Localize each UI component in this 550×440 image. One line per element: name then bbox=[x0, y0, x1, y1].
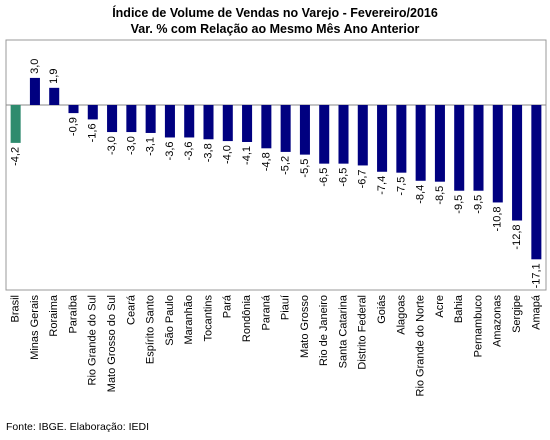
bar bbox=[49, 87, 60, 105]
value-label: -8,4 bbox=[415, 185, 427, 204]
x-tick-label: Acre bbox=[434, 295, 446, 318]
x-tick-label: Brasil bbox=[10, 295, 22, 323]
bar bbox=[126, 104, 137, 133]
value-label: -3,6 bbox=[164, 141, 176, 160]
x-tick-label: Mato Grosso do Sul bbox=[106, 295, 118, 392]
x-tick-label: Pará bbox=[222, 294, 234, 318]
bar bbox=[164, 104, 175, 138]
bar bbox=[107, 104, 118, 133]
bar bbox=[242, 104, 253, 142]
x-tick-label: Paraíba bbox=[67, 294, 79, 333]
bar bbox=[434, 104, 445, 182]
value-label: -5,5 bbox=[299, 159, 311, 178]
value-label: -4,8 bbox=[260, 152, 272, 171]
x-tick-label: São Paulo bbox=[164, 295, 176, 346]
bar bbox=[280, 104, 291, 152]
value-label: -12,8 bbox=[511, 225, 523, 250]
bar bbox=[319, 104, 330, 164]
value-label: -1,6 bbox=[87, 123, 99, 142]
x-tick-label: Rio de Janeiro bbox=[318, 295, 330, 366]
value-label: -10,8 bbox=[492, 206, 504, 231]
x-tick-label: Amapá bbox=[530, 294, 542, 330]
bar bbox=[396, 104, 407, 173]
x-tick-label: Sergipe bbox=[511, 295, 523, 333]
value-label: -0,9 bbox=[67, 117, 79, 136]
x-tick-label: Rondônia bbox=[241, 294, 253, 342]
x-tick-label: Distrito Federal bbox=[357, 295, 369, 370]
bar bbox=[454, 104, 465, 191]
chart-title: Índice de Volume de Vendas no Varejo - F… bbox=[112, 5, 438, 20]
bar bbox=[357, 104, 368, 166]
value-label: -3,0 bbox=[106, 136, 118, 155]
x-tick-label: Mato Grosso bbox=[299, 295, 311, 358]
value-label: -9,5 bbox=[453, 195, 465, 214]
x-tick-label: Tocantins bbox=[202, 295, 214, 342]
bar bbox=[145, 104, 156, 133]
x-tick-label: Ceará bbox=[125, 294, 137, 325]
value-label: -3,1 bbox=[145, 137, 157, 156]
bar bbox=[492, 104, 503, 203]
value-label: -3,0 bbox=[125, 136, 137, 155]
bar bbox=[261, 104, 272, 149]
x-tick-label: Maranhão bbox=[183, 295, 195, 345]
bar bbox=[184, 104, 195, 138]
x-tick-label: Minas Gerais bbox=[29, 295, 41, 360]
x-tick-label: Roraima bbox=[48, 294, 60, 336]
x-tick-label: Alagoas bbox=[395, 295, 407, 335]
value-label: -5,2 bbox=[280, 156, 292, 175]
value-label: -17,1 bbox=[530, 263, 542, 288]
value-label: -4,2 bbox=[10, 147, 22, 166]
bar bbox=[531, 104, 542, 260]
bar bbox=[473, 104, 484, 191]
bar bbox=[415, 104, 426, 181]
value-label: -7,5 bbox=[395, 177, 407, 196]
x-tick-label: Rio Grande do Sul bbox=[87, 295, 99, 386]
x-tick-label: Paraná bbox=[260, 294, 272, 330]
bar bbox=[10, 104, 21, 143]
source: Fonte: IBGE. Elaboração: IEDI bbox=[6, 421, 149, 433]
value-label: 1,9 bbox=[48, 69, 60, 84]
bar bbox=[338, 104, 349, 164]
bar bbox=[87, 104, 98, 120]
bar bbox=[512, 104, 523, 221]
bar bbox=[68, 104, 79, 114]
value-label: -4,1 bbox=[241, 146, 253, 165]
x-tick-label: Piauí bbox=[280, 295, 292, 320]
bar bbox=[377, 104, 388, 172]
x-tick-label: Amazonas bbox=[492, 295, 504, 347]
x-tick-label: Pernambuco bbox=[472, 295, 484, 357]
value-label: -9,5 bbox=[472, 195, 484, 214]
value-label: -6,7 bbox=[357, 169, 369, 188]
x-tick-label: Goiás bbox=[376, 295, 388, 324]
bar bbox=[29, 77, 40, 105]
value-label: 3,0 bbox=[29, 59, 41, 74]
value-label: -3,8 bbox=[202, 143, 214, 162]
x-tick-label: Espírito Santo bbox=[145, 295, 157, 364]
chart-subtitle: Var. % com Relação ao Mesmo Mês Ano Ante… bbox=[131, 22, 420, 36]
value-label: -6,5 bbox=[337, 168, 349, 187]
value-label: -8,5 bbox=[434, 186, 446, 205]
plot-frame bbox=[5, 39, 547, 291]
bar bbox=[299, 104, 310, 155]
value-label: -7,4 bbox=[376, 176, 388, 195]
bar bbox=[203, 104, 214, 140]
x-tick-label: Santa Catarina bbox=[337, 294, 349, 368]
value-label: -4,0 bbox=[222, 145, 234, 164]
x-tick-label: Rio Grande do Norte bbox=[415, 295, 427, 397]
x-tick-label: Bahia bbox=[453, 294, 465, 323]
value-label: -3,6 bbox=[183, 141, 195, 160]
value-label: -6,5 bbox=[318, 168, 330, 187]
bar bbox=[222, 104, 233, 142]
